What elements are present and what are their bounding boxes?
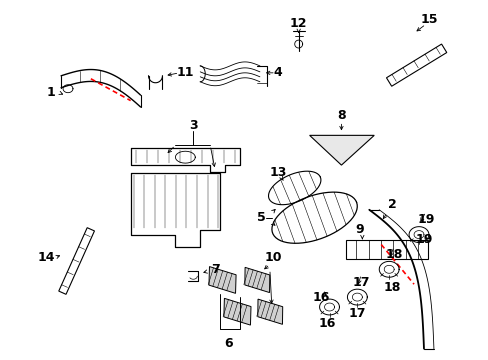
Text: 8: 8 xyxy=(336,109,345,122)
Text: 11: 11 xyxy=(176,66,194,79)
Text: 2: 2 xyxy=(387,198,396,211)
Polygon shape xyxy=(59,228,94,294)
Polygon shape xyxy=(309,135,373,165)
Text: 6: 6 xyxy=(224,337,232,350)
Polygon shape xyxy=(208,267,236,293)
Polygon shape xyxy=(386,44,446,86)
Polygon shape xyxy=(257,299,282,324)
Text: 10: 10 xyxy=(264,251,281,264)
Text: 19: 19 xyxy=(416,213,434,226)
Text: 19: 19 xyxy=(414,233,432,246)
Text: 9: 9 xyxy=(354,223,363,236)
Text: 14: 14 xyxy=(37,251,55,264)
Text: 16: 16 xyxy=(312,291,329,303)
Text: 4: 4 xyxy=(273,66,282,79)
Text: 7: 7 xyxy=(210,263,219,276)
Text: 17: 17 xyxy=(348,307,366,320)
Text: 17: 17 xyxy=(352,276,369,289)
Text: 5: 5 xyxy=(256,211,264,224)
Polygon shape xyxy=(224,298,250,325)
Text: 18: 18 xyxy=(383,281,400,294)
Text: 12: 12 xyxy=(289,17,307,30)
Bar xyxy=(346,239,427,260)
Text: 3: 3 xyxy=(188,119,197,132)
Polygon shape xyxy=(244,267,269,293)
Text: 18: 18 xyxy=(385,248,402,261)
Text: 16: 16 xyxy=(318,318,336,330)
Text: 15: 15 xyxy=(419,13,437,26)
Text: 1: 1 xyxy=(47,86,55,99)
Text: 13: 13 xyxy=(268,166,286,179)
